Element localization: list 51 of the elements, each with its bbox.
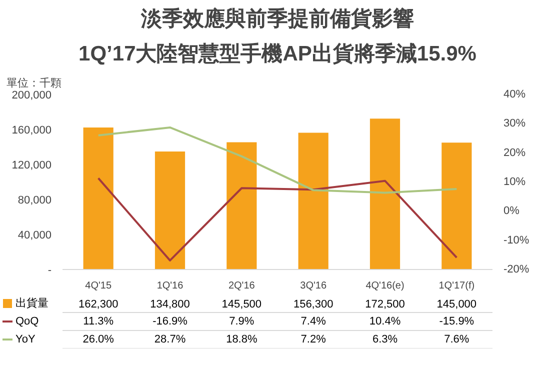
line-series [97, 126, 458, 194]
y-tick-label: 160,000 [12, 124, 52, 136]
y-tick-label: - [48, 264, 52, 276]
data-label: 156,300 [293, 298, 334, 310]
chart-title: 淡季效應與前季提前備貨影響 [140, 6, 414, 30]
y2-tick-label: 10% [504, 176, 526, 188]
data-label: 7.6% [444, 334, 470, 346]
x-tick-label: 4Q'16(e) [366, 280, 404, 292]
text: 單位：千顆 [6, 76, 62, 90]
bar [298, 132, 328, 270]
x-tick-label: 2Q'16 [228, 280, 256, 292]
legend-label: 出貨量 [16, 296, 48, 310]
legend-label: QoQ [16, 316, 40, 328]
y2-tick-label: -10% [504, 234, 530, 246]
bar [370, 118, 400, 270]
y2-tick-label: 0% [504, 205, 520, 218]
data-label: 6.3% [372, 334, 398, 346]
data-label: 10.4% [369, 316, 401, 328]
data-label: 7.9% [229, 316, 254, 328]
data-label: 11.3% [83, 316, 114, 328]
y2-tick-label: -20% [504, 264, 530, 276]
data-label: 134,800 [150, 298, 190, 310]
chart-subtitle: 1Q’17大陸智慧型手機AP出貨將季減15.9% [78, 42, 477, 66]
bar [442, 142, 472, 270]
y2-tick-label: 30% [504, 118, 526, 130]
y2-tick-label: 20% [504, 146, 526, 159]
data-label: 7.4% [300, 316, 326, 328]
data-label: 162,300 [78, 298, 118, 310]
y-tick-label: 40,000 [18, 230, 52, 242]
bar [154, 152, 186, 270]
x-tick-label: 1Q'17(f) [438, 280, 475, 292]
y2-tick-label: 40% [504, 88, 526, 100]
legend-label: YoY [16, 334, 36, 346]
data-label: 172,500 [365, 298, 405, 310]
bar [226, 142, 257, 270]
y-tick-label: 200,000 [12, 90, 52, 102]
data-label: 145,500 [222, 298, 262, 310]
line-series [97, 177, 458, 262]
data-label: 18.8% [226, 334, 258, 346]
data-label: 26.0% [82, 334, 114, 346]
data-label: -15.9% [439, 316, 474, 328]
y-tick-label: 120,000 [12, 160, 52, 172]
x-tick-label: 3Q'16 [300, 280, 327, 292]
x-tick-label: 1Q'16 [156, 280, 184, 292]
data-label: 7.2% [300, 334, 326, 346]
bar [83, 127, 114, 270]
y-tick-label: 80,000 [18, 194, 52, 206]
data-label: 28.7% [154, 334, 186, 346]
x-tick-label: 4Q'15 [85, 280, 112, 292]
data-label: 145,000 [436, 298, 477, 310]
data-label: -16.9% [152, 316, 188, 328]
